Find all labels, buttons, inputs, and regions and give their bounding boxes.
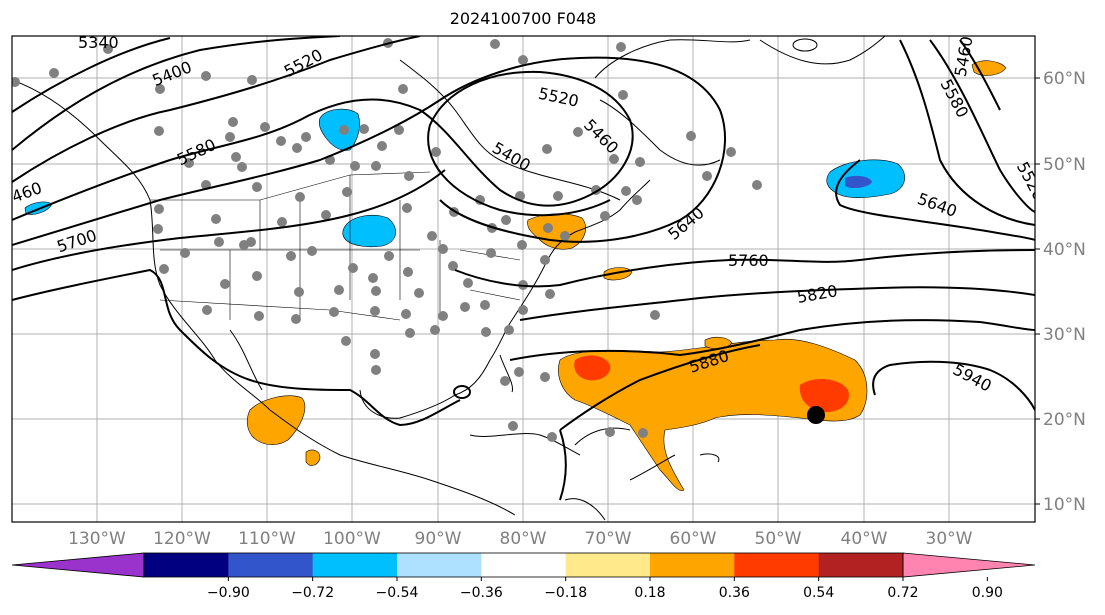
lon-label: 100°W: [323, 529, 381, 549]
lon-label: 130°W: [68, 529, 126, 549]
gridlines: [12, 36, 1035, 522]
contour-label: 5460: [951, 35, 977, 78]
height-contours: [12, 36, 1035, 501]
red-shading-atlantic-west: [574, 355, 611, 381]
orange-shading-mexico: [246, 395, 306, 445]
colorbar-segment: [228, 553, 314, 577]
lon-label: 110°W: [238, 529, 296, 549]
colorbar-tick-label: 0.90: [972, 585, 1003, 601]
map-title: 2024100700 F048: [449, 9, 597, 28]
colorbar-tick-label: −0.72: [291, 585, 334, 601]
colorbar-outline: [143, 552, 904, 578]
colorbar-extend-high: [902, 552, 1036, 578]
colorbar-tick-label: 0.18: [634, 585, 665, 601]
colorbar-tick-label: 0.72: [887, 585, 918, 601]
lat-label: 30°N: [1043, 325, 1086, 345]
lat-label: 50°N: [1043, 155, 1086, 175]
storm-center-marker: [807, 406, 825, 424]
lon-label: 30°W: [926, 529, 973, 549]
colorbar-tick-label: −0.18: [544, 585, 587, 601]
contour-label: 5340: [78, 33, 119, 52]
contour-label: 5520: [537, 84, 581, 111]
lat-label: 10°N: [1043, 495, 1086, 515]
map-frame: [11, 35, 1036, 523]
lon-label: 80°W: [500, 529, 547, 549]
lat-label: 60°N: [1043, 69, 1086, 89]
colorbar-segment: [734, 553, 820, 577]
contour-label: 5400: [150, 57, 195, 90]
lon-label: 120°W: [153, 529, 211, 549]
latitude-labels: 60°N 50°N 40°N 30°N 20°N 10°N: [1043, 69, 1086, 515]
colorbar-segment: [481, 553, 567, 577]
lon-label: 50°W: [755, 529, 802, 549]
colorbar-segment: [565, 553, 651, 577]
lon-label: 90°W: [415, 529, 462, 549]
lon-label: 60°W: [670, 529, 717, 549]
blue-shading-plains: [342, 215, 396, 248]
colorbar-tick-label: 0.36: [719, 585, 750, 601]
contour-label: 5580: [936, 76, 972, 121]
colorbar-tick-label: −0.36: [460, 585, 503, 601]
colorbar-segment: [312, 553, 398, 577]
colorbar-segment: [818, 553, 904, 577]
longitude-labels: 130°W 120°W 110°W 100°W 90°W 80°W 70°W 6…: [68, 529, 973, 549]
contour-label: 5640: [915, 189, 960, 221]
orange-shading-atlantic: [558, 338, 868, 491]
lat-label: 20°N: [1043, 410, 1086, 430]
colorbar-tick-label: −0.54: [376, 585, 419, 601]
orange-shading-northeast: [527, 213, 586, 250]
lon-label: 70°W: [585, 529, 632, 549]
colorbar: −0.90 −0.72 −0.54 −0.36 −0.18 0.18 0.36 0.54 0.7…: [11, 552, 1036, 601]
contour-label: 5820: [796, 281, 839, 307]
colorbar-extend-low: [11, 552, 145, 578]
red-shading-atlantic-east: [799, 378, 849, 412]
colorbar-tick-label: −0.90: [207, 585, 250, 601]
contour-label: 5460: [580, 115, 622, 157]
lon-label: 40°W: [841, 529, 888, 549]
station-markers: [12, 38, 762, 442]
shaded-anomaly-areas: [24, 60, 1007, 491]
contour-label: 5520: [281, 45, 326, 81]
contour-label: 5400: [489, 138, 534, 175]
colorbar-segment: [144, 553, 229, 577]
contour-label: 5760: [728, 251, 769, 270]
coastlines: [12, 36, 886, 521]
colorbar-tick-label: 0.54: [803, 585, 834, 601]
lat-label: 40°N: [1043, 240, 1086, 260]
colorbar-segment: [397, 553, 482, 577]
contour-label: 5640: [664, 203, 707, 244]
colorbar-segment: [650, 553, 735, 577]
